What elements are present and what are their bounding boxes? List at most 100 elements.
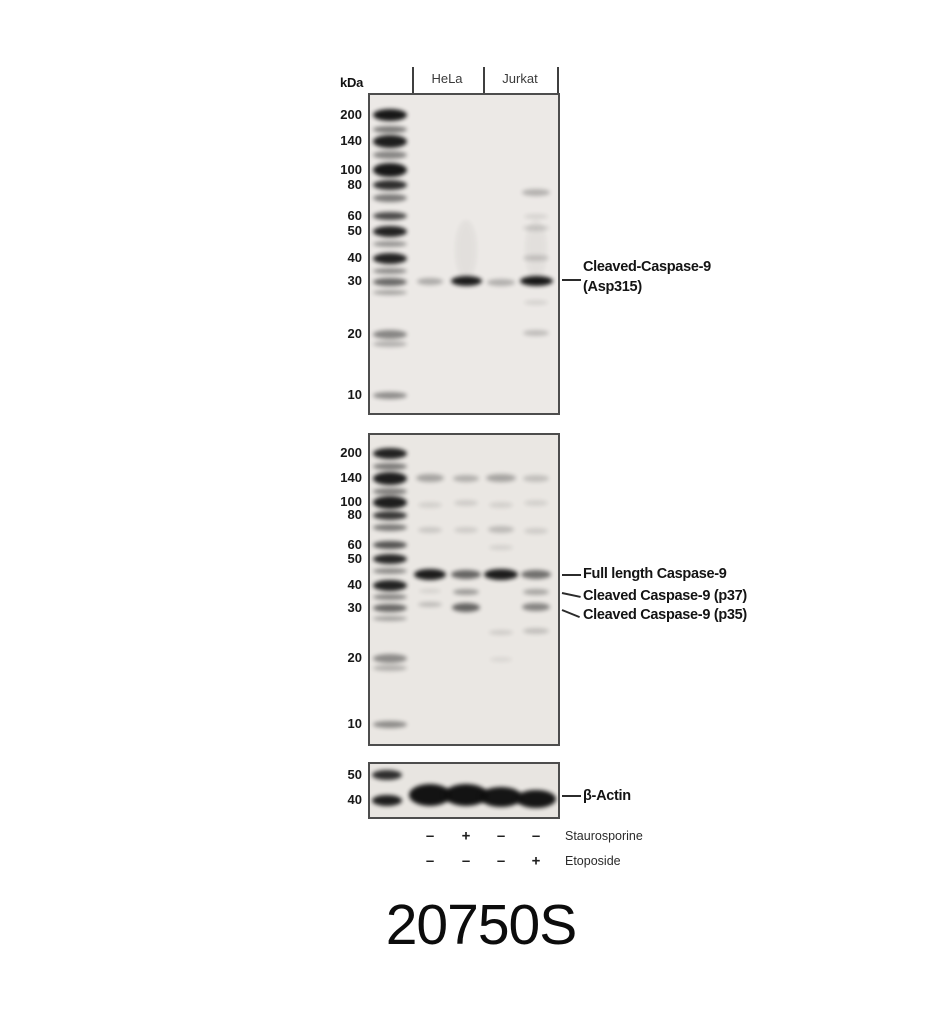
sample-band <box>523 225 549 231</box>
treatment-symbol: + <box>531 852 541 870</box>
sample-band <box>519 276 553 286</box>
blot-panel-total-caspase-9 <box>368 433 560 746</box>
marker-band <box>372 794 402 806</box>
mw-label: 20 <box>347 326 362 341</box>
marker-band <box>373 462 407 470</box>
sample-band <box>489 544 513 550</box>
treatment-symbol: – <box>425 852 435 870</box>
treatment-symbol: – <box>425 827 435 845</box>
mw-label: 100 <box>340 162 362 177</box>
sample-band <box>416 474 444 482</box>
marker-band <box>373 554 407 564</box>
sample-band <box>525 220 547 280</box>
sample-band <box>487 278 515 286</box>
annotation-tick-line <box>561 592 581 598</box>
sample-band <box>524 213 548 219</box>
sample-band <box>453 589 479 595</box>
sample-band <box>524 500 548 506</box>
sample-band <box>489 502 513 508</box>
sample-band <box>488 525 514 533</box>
lane-group-tick <box>483 67 485 94</box>
mw-label: 200 <box>340 107 362 122</box>
treatment-symbol: – <box>531 827 541 845</box>
sample-band <box>418 527 442 533</box>
annotation-tick-line <box>562 574 581 576</box>
sample-band <box>523 474 549 482</box>
blot-panel-cleaved-caspase-9 <box>368 93 560 415</box>
mw-label: 80 <box>347 507 362 522</box>
marker-band <box>373 495 407 509</box>
marker-band <box>373 109 407 121</box>
marker-band <box>373 125 407 133</box>
treatment-label: Staurosporine <box>565 829 643 843</box>
annotation-tick-line <box>562 279 581 281</box>
sample-band <box>480 787 522 807</box>
marker-band <box>373 212 407 220</box>
annotation-label: Cleaved-Caspase-9 <box>583 259 711 275</box>
marker-band <box>373 487 407 495</box>
mw-label: 100 <box>340 494 362 509</box>
marker-band <box>373 341 407 347</box>
sample-band <box>523 589 549 595</box>
sample-band <box>523 255 549 261</box>
mw-label: 30 <box>347 273 362 288</box>
mw-label: 60 <box>347 537 362 552</box>
marker-band <box>373 268 407 274</box>
marker-band <box>373 653 407 663</box>
sample-band <box>523 330 549 336</box>
mw-label: 200 <box>340 445 362 460</box>
marker-band <box>373 471 407 485</box>
product-code: 20750S <box>385 893 578 957</box>
marker-band <box>373 252 407 264</box>
marker-band <box>373 447 407 459</box>
sample-band <box>454 527 478 533</box>
sample-band <box>523 628 549 634</box>
blot-panel-beta-actin <box>368 762 560 819</box>
marker-band <box>373 329 407 339</box>
mw-label: 20 <box>347 650 362 665</box>
kda-unit-label: kDa <box>340 75 363 90</box>
sample-band <box>521 569 551 579</box>
annotation-label: (Asp315) <box>583 279 642 295</box>
mw-label: 140 <box>340 133 362 148</box>
marker-band <box>373 615 407 621</box>
sample-band <box>453 474 479 482</box>
sample-band <box>489 629 513 635</box>
marker-band <box>373 541 407 549</box>
sample-band <box>450 276 482 286</box>
treatment-symbol: – <box>496 852 506 870</box>
marker-band <box>373 194 407 202</box>
sample-band <box>484 568 518 580</box>
sample-band <box>524 299 548 305</box>
marker-band <box>373 594 407 600</box>
sample-band <box>490 656 512 662</box>
lane-group-tick <box>412 67 414 94</box>
sample-band <box>486 474 516 482</box>
mw-label: 50 <box>347 551 362 566</box>
annotation-label: Full length Caspase-9 <box>583 566 727 582</box>
annotation-label: Cleaved Caspase-9 (p35) <box>583 607 747 623</box>
sample-band <box>516 790 556 808</box>
marker-band <box>373 579 407 591</box>
marker-band <box>373 568 407 574</box>
cell-line-label: Jurkat <box>502 71 538 86</box>
sample-band <box>452 602 480 612</box>
marker-band <box>373 278 407 286</box>
sample-band <box>522 603 550 611</box>
mw-label: 10 <box>347 716 362 731</box>
sample-band <box>522 188 550 196</box>
mw-label: 140 <box>340 470 362 485</box>
treatment-symbol: + <box>461 827 471 845</box>
annotation-tick-line <box>562 795 581 797</box>
sample-band <box>454 500 478 506</box>
annotation-tick-line <box>561 609 580 619</box>
annotation-label: β-Actin <box>583 788 631 804</box>
marker-band <box>373 241 407 247</box>
marker-band <box>373 523 407 531</box>
cell-line-label: HeLa <box>431 71 463 86</box>
marker-band <box>373 289 407 295</box>
mw-label: 10 <box>347 387 362 402</box>
treatment-label: Etoposide <box>565 854 621 868</box>
marker-band <box>373 510 407 520</box>
